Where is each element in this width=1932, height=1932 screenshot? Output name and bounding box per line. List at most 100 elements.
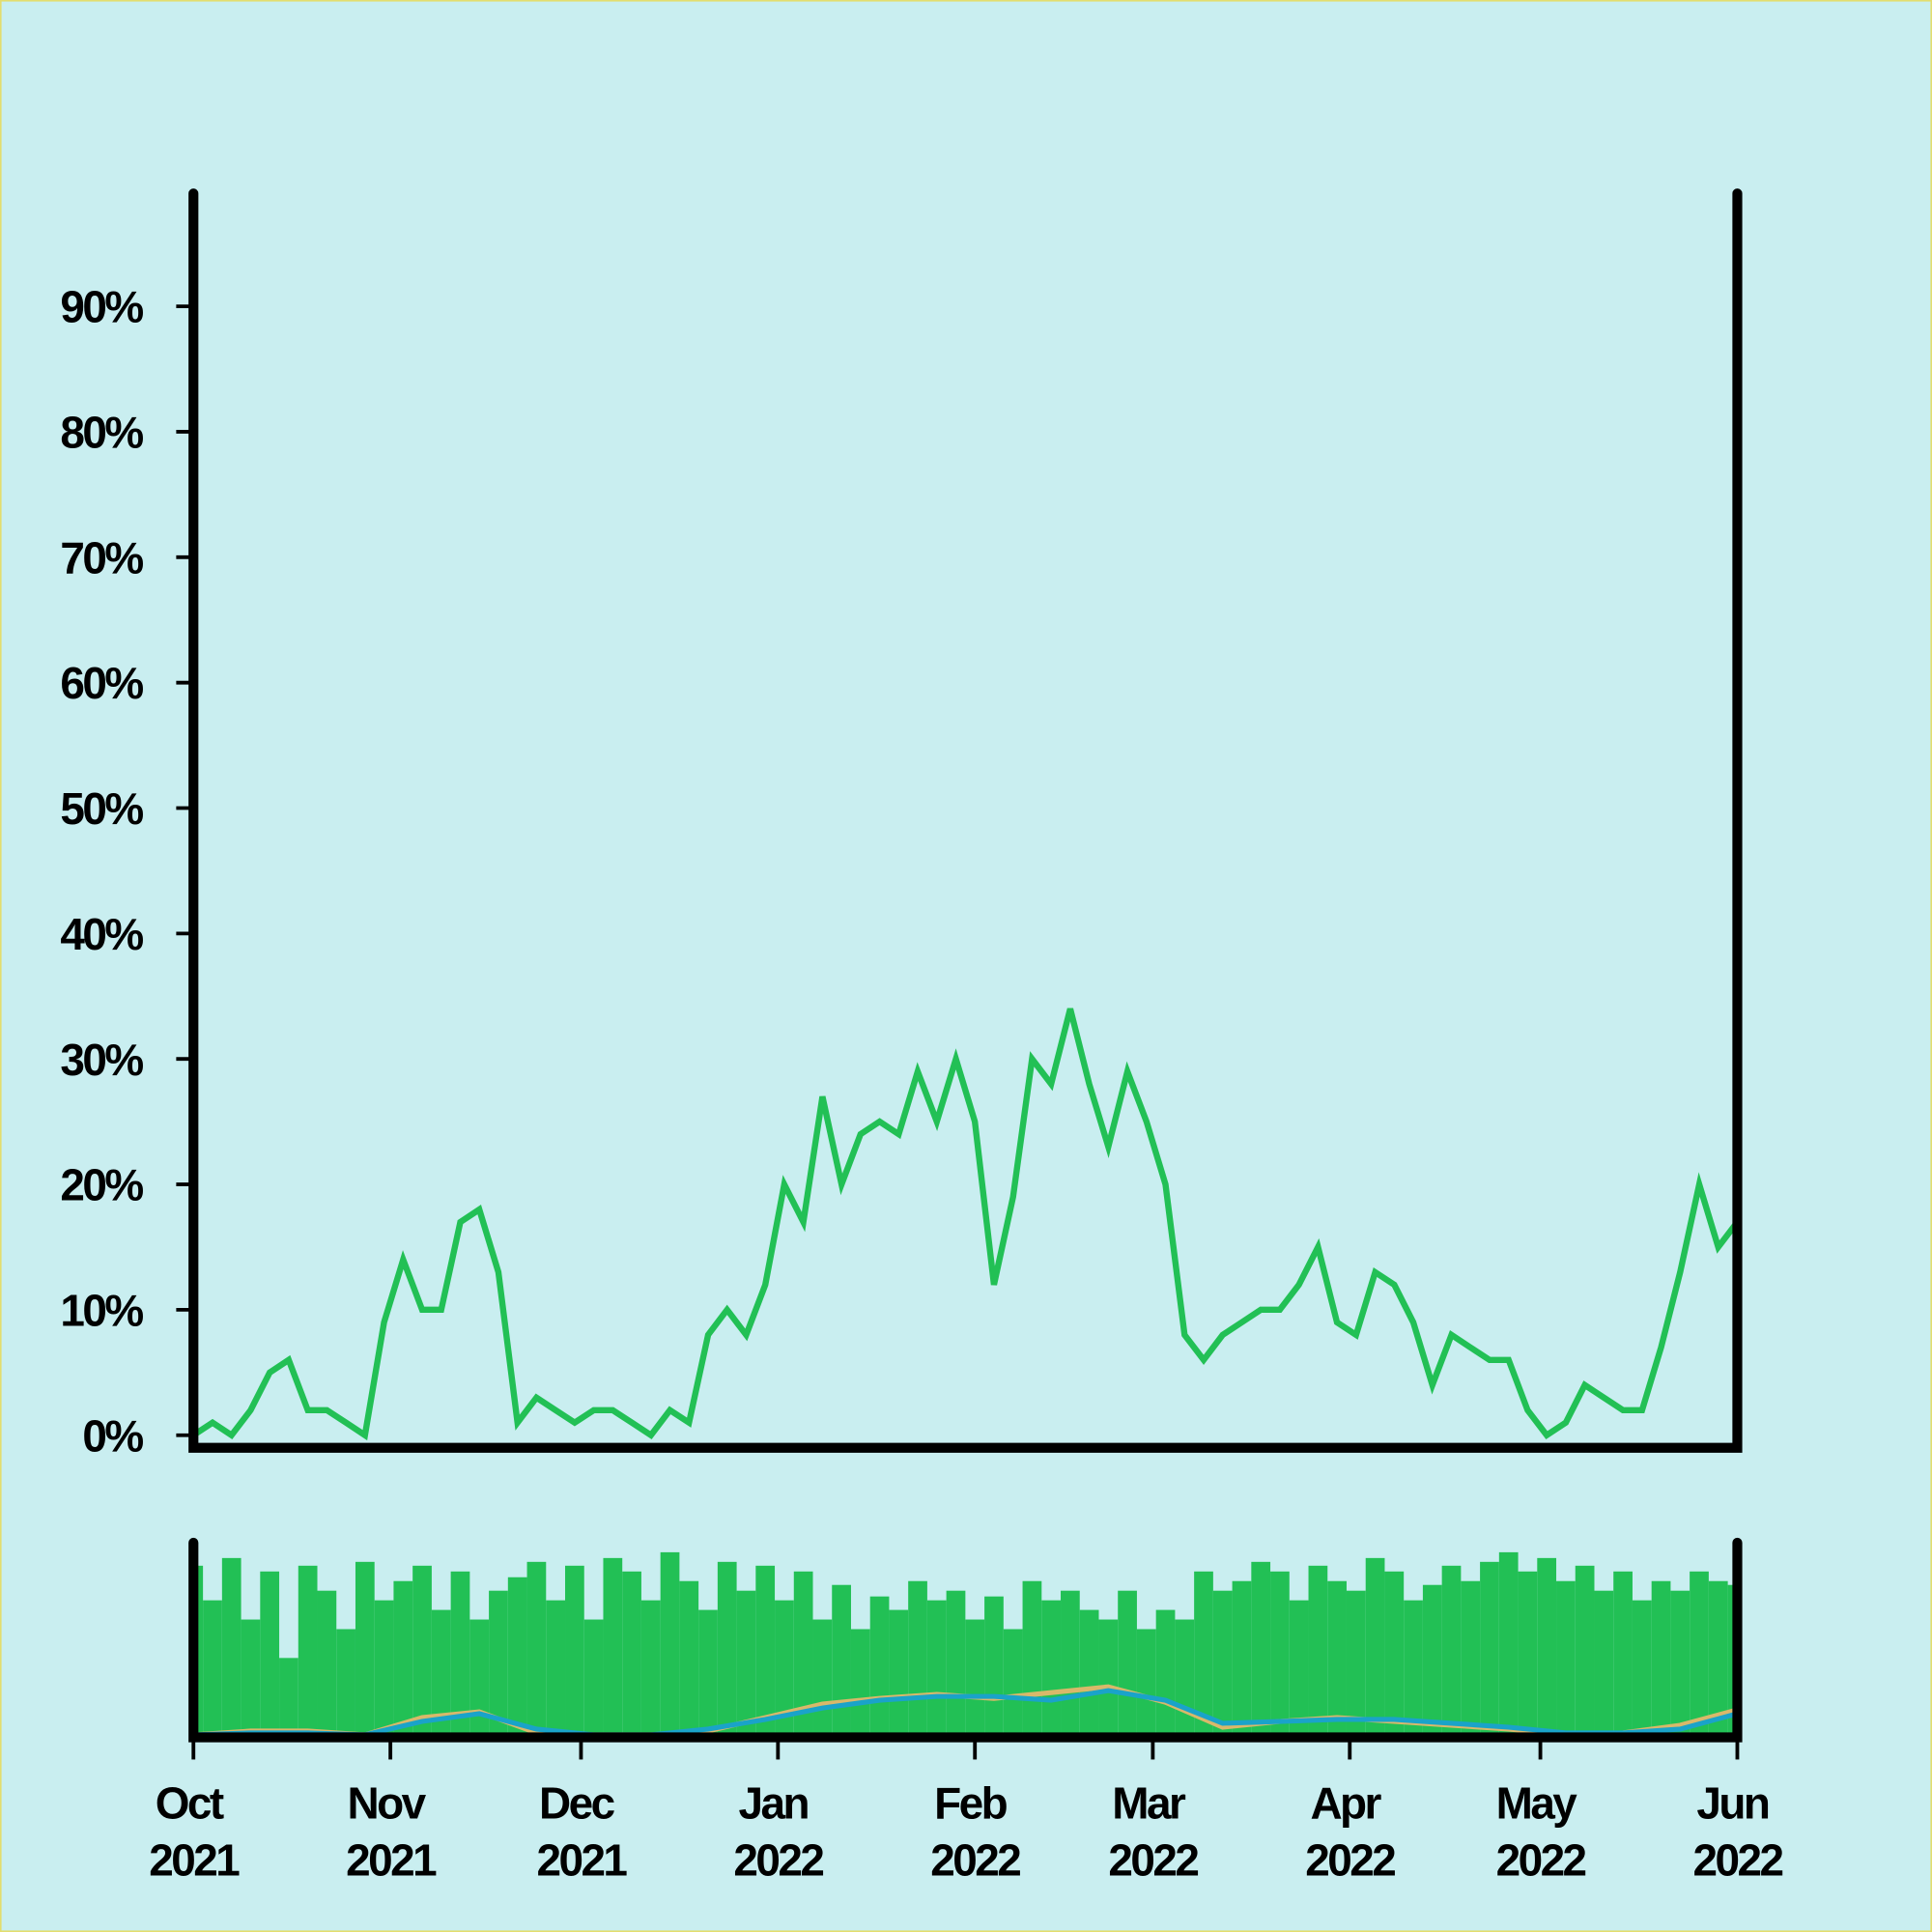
bar bbox=[622, 1571, 641, 1735]
y-tick-label: 30% bbox=[60, 1035, 143, 1085]
bar bbox=[469, 1619, 490, 1735]
y-tick-label: 70% bbox=[60, 532, 143, 582]
bar bbox=[793, 1571, 813, 1735]
bar bbox=[393, 1580, 413, 1735]
bar bbox=[1575, 1565, 1595, 1735]
bar bbox=[1518, 1571, 1538, 1735]
bar bbox=[1461, 1580, 1481, 1735]
bar bbox=[984, 1596, 1004, 1735]
y-tick-label: 0% bbox=[82, 1410, 143, 1461]
lower-axes bbox=[188, 1537, 1743, 1743]
y-tick-label: 20% bbox=[60, 1160, 143, 1210]
x-tick-label: Apr 2022 bbox=[1305, 1778, 1395, 1886]
bar bbox=[1061, 1590, 1080, 1735]
bar bbox=[374, 1600, 394, 1735]
bar bbox=[450, 1571, 470, 1735]
bar bbox=[1194, 1571, 1213, 1735]
bar bbox=[1708, 1580, 1728, 1735]
bar bbox=[279, 1658, 298, 1735]
y-tick-label: 90% bbox=[60, 282, 143, 332]
bar bbox=[1327, 1580, 1347, 1735]
bar bbox=[1613, 1571, 1633, 1735]
bar bbox=[241, 1619, 261, 1735]
bar bbox=[203, 1600, 222, 1735]
bar bbox=[412, 1565, 432, 1735]
bar bbox=[1690, 1571, 1709, 1735]
lower-panel: Oct 2021 Nov 2021 Dec 2021 Jan 2022 Feb 2022… bbox=[149, 1551, 1785, 1886]
bar bbox=[736, 1590, 756, 1735]
bar bbox=[1670, 1590, 1690, 1735]
bar bbox=[336, 1629, 355, 1735]
main-panel: 0% 10% 20% 30% 40% 50% 60% 70% 80% 90% bbox=[60, 282, 1741, 1461]
bar bbox=[603, 1557, 623, 1735]
y-tick-label: 50% bbox=[60, 783, 143, 834]
bar bbox=[1422, 1584, 1442, 1735]
main-axes bbox=[188, 188, 1743, 1453]
bar bbox=[1404, 1600, 1423, 1735]
bar bbox=[1384, 1571, 1405, 1735]
bar bbox=[1651, 1580, 1671, 1735]
bar bbox=[908, 1580, 927, 1735]
bar bbox=[1232, 1580, 1252, 1735]
x-tick-label: Mar 2022 bbox=[1108, 1778, 1198, 1886]
bar bbox=[1022, 1580, 1042, 1735]
data-line bbox=[191, 1008, 1741, 1441]
bar bbox=[1155, 1609, 1176, 1735]
bar bbox=[1308, 1565, 1328, 1735]
bar bbox=[1118, 1590, 1137, 1735]
bar bbox=[640, 1600, 661, 1735]
bar bbox=[775, 1600, 794, 1735]
bar bbox=[583, 1619, 604, 1735]
bar bbox=[526, 1561, 547, 1735]
bar bbox=[1537, 1557, 1557, 1735]
bar bbox=[489, 1590, 508, 1735]
bar bbox=[679, 1580, 699, 1735]
bar bbox=[1441, 1565, 1462, 1735]
bar bbox=[1136, 1629, 1156, 1735]
bar bbox=[755, 1565, 776, 1735]
y-tick-label: 10% bbox=[60, 1285, 143, 1335]
y-tick-label: 80% bbox=[60, 408, 143, 458]
bar bbox=[812, 1619, 833, 1735]
bar bbox=[298, 1565, 318, 1735]
bar bbox=[317, 1590, 337, 1735]
bar bbox=[1079, 1609, 1099, 1735]
bar bbox=[1212, 1590, 1233, 1735]
x-tick-label: Jan 2022 bbox=[733, 1778, 823, 1886]
y-tick-label: 60% bbox=[60, 658, 143, 708]
smooth-line bbox=[193, 1688, 1739, 1738]
bar bbox=[1365, 1557, 1385, 1735]
x-tick-label: May 2022 bbox=[1496, 1778, 1586, 1886]
bar bbox=[660, 1551, 680, 1735]
bar bbox=[431, 1609, 451, 1735]
x-tick-label: Dec 2021 bbox=[536, 1778, 627, 1886]
bar bbox=[1632, 1600, 1652, 1735]
axes bbox=[188, 188, 1743, 1743]
x-tick-label: Nov 2021 bbox=[346, 1778, 437, 1886]
bar bbox=[507, 1577, 527, 1735]
bar bbox=[565, 1565, 584, 1735]
bar bbox=[1346, 1590, 1366, 1735]
bar bbox=[1175, 1619, 1195, 1735]
bar bbox=[1289, 1600, 1309, 1735]
bar bbox=[850, 1629, 870, 1735]
bar bbox=[926, 1600, 947, 1735]
bar bbox=[355, 1561, 375, 1735]
bar bbox=[1480, 1561, 1499, 1735]
bar bbox=[1270, 1571, 1290, 1735]
bar bbox=[889, 1609, 909, 1735]
bar bbox=[1498, 1551, 1519, 1735]
x-tick-label: Jun 2022 bbox=[1693, 1778, 1783, 1886]
bar bbox=[1041, 1600, 1062, 1735]
bar bbox=[260, 1571, 280, 1735]
bar bbox=[1003, 1629, 1023, 1735]
bar bbox=[221, 1557, 242, 1735]
bar bbox=[869, 1596, 890, 1735]
bar bbox=[1556, 1580, 1576, 1735]
bar bbox=[546, 1600, 566, 1735]
bar bbox=[946, 1590, 966, 1735]
x-tick-label: Feb 2022 bbox=[930, 1778, 1020, 1886]
bar bbox=[1594, 1590, 1614, 1735]
